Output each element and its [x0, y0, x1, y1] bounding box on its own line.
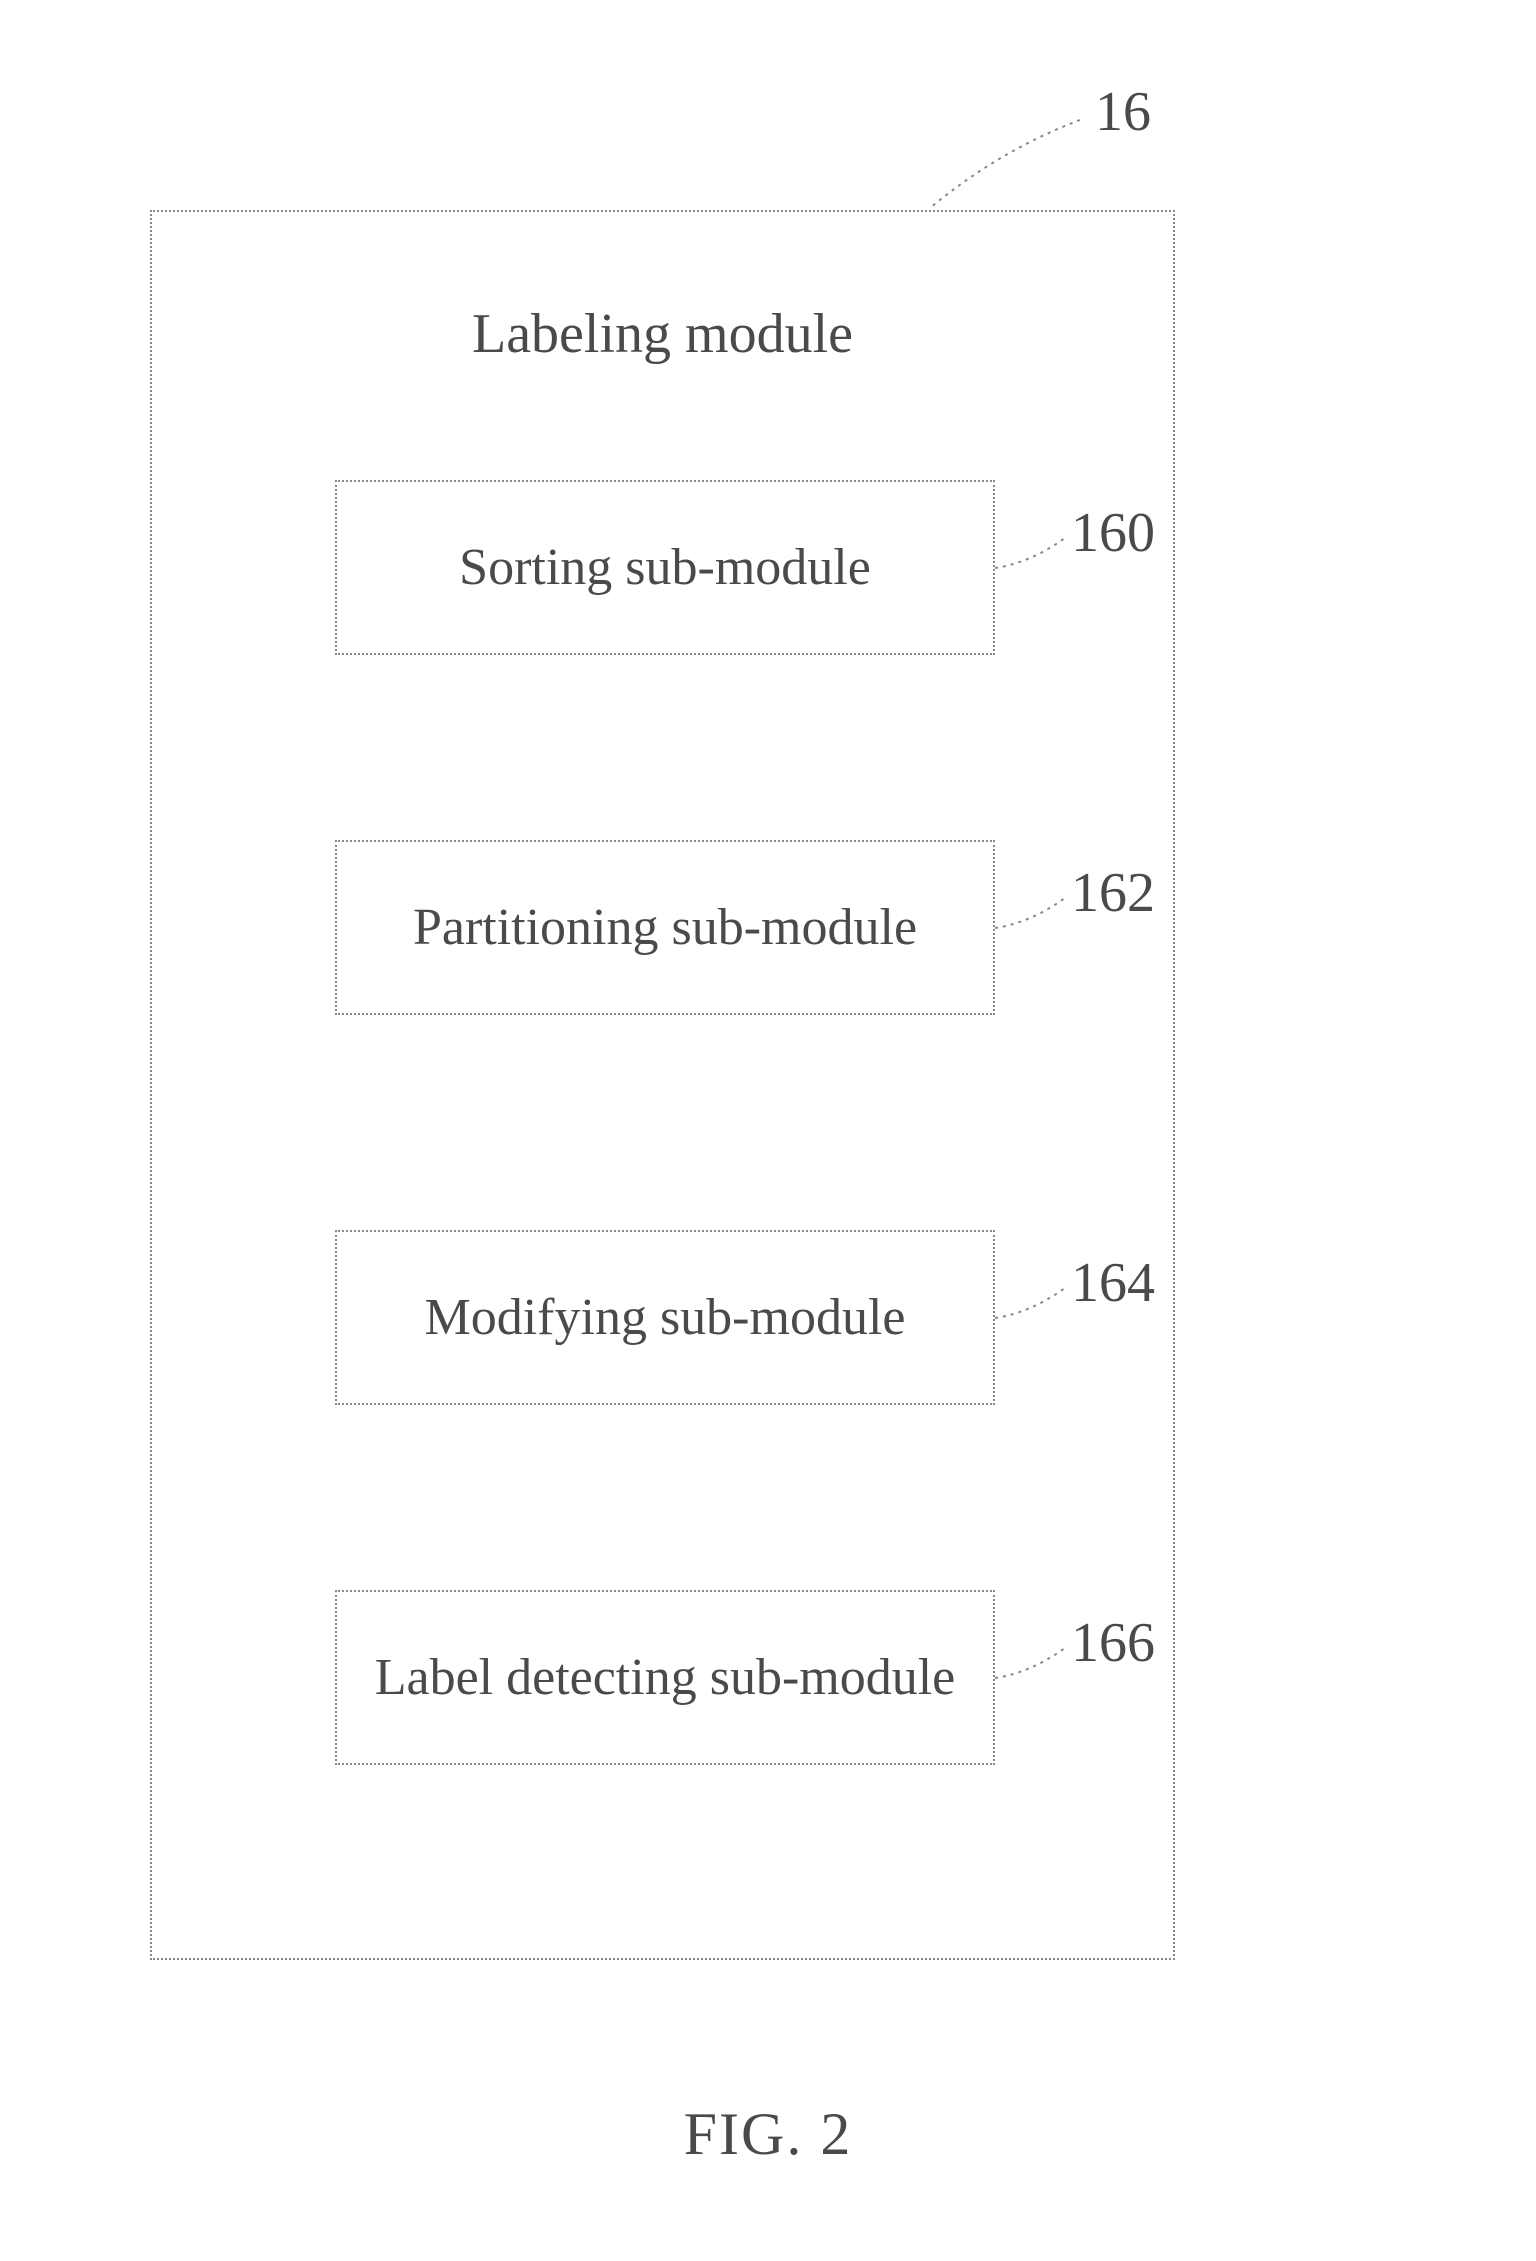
sub-module-box: Label detecting sub-module [335, 1590, 995, 1765]
sub-module-box: Modifying sub-module [335, 1230, 995, 1405]
sub-module-box: Partitioning sub-module [335, 840, 995, 1015]
labeling-module-title: Labeling module [152, 302, 1173, 366]
outer-ref-label: 16 [1095, 80, 1151, 144]
sub-module-label: Label detecting sub-module [375, 1648, 955, 1707]
sub-module-label: Sorting sub-module [459, 538, 871, 597]
sub-module-ref-label: 160 [1071, 501, 1155, 565]
figure-caption: FIG. 2 [0, 2100, 1536, 2169]
sub-module-box: Sorting sub-module [335, 480, 995, 655]
sub-module-ref-label: 162 [1071, 861, 1155, 925]
sub-module-label: Modifying sub-module [425, 1288, 906, 1347]
sub-module-ref-label: 164 [1071, 1251, 1155, 1315]
sub-module-label: Partitioning sub-module [413, 898, 917, 957]
outer-ref-leader [926, 116, 1084, 212]
diagram-canvas: Labeling module 16 FIG. 2 Sorting sub-mo… [0, 0, 1536, 2261]
sub-module-ref-label: 166 [1071, 1611, 1155, 1675]
